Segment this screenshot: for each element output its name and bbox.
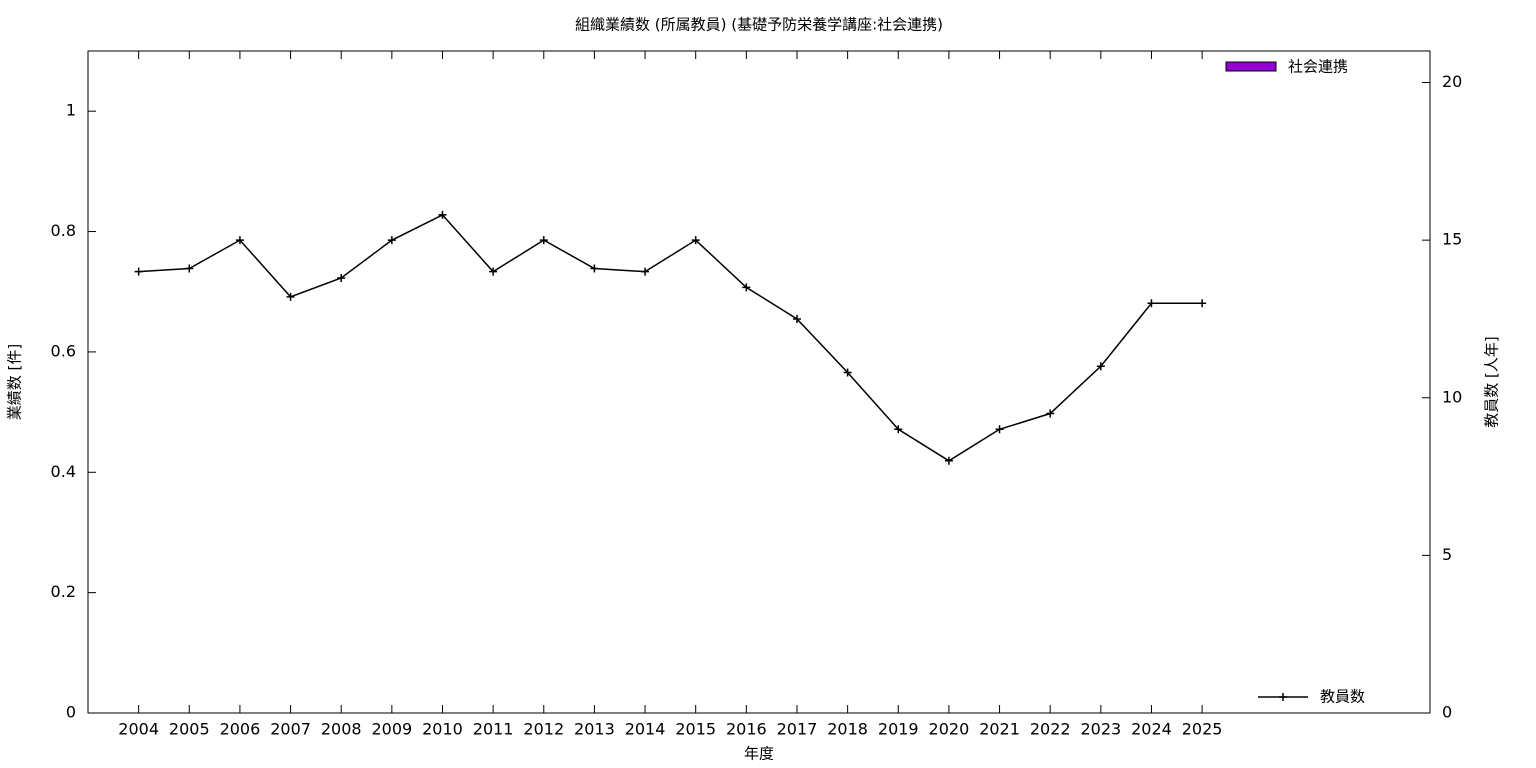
- x-tick-label: 2015: [675, 720, 716, 739]
- point-marker: [792, 314, 801, 323]
- point-marker: [185, 264, 194, 273]
- y-tick-label: 0.2: [51, 582, 76, 601]
- y2-tick-label: 20: [1442, 72, 1462, 91]
- x-axis-label: 年度: [744, 745, 774, 763]
- x-tick-label: 2006: [220, 720, 261, 739]
- y2-tick-label: 15: [1442, 230, 1462, 249]
- x-tick-label: 2017: [777, 720, 818, 739]
- x-tick-label: 2013: [574, 720, 615, 739]
- point-marker: [691, 236, 700, 245]
- point-marker: [438, 210, 447, 219]
- point-marker: [539, 236, 548, 245]
- x-tick-label: 2004: [118, 720, 159, 739]
- point-marker: [995, 425, 1004, 434]
- point-marker: [1096, 362, 1105, 371]
- y-tick-label: 1: [66, 101, 76, 120]
- point-marker: [894, 425, 903, 434]
- legend-marker: [1279, 693, 1287, 701]
- line: [138, 213, 1203, 462]
- x-tick-label: 2008: [321, 720, 362, 739]
- x-tick-label: 2019: [878, 720, 919, 739]
- point-marker: [590, 264, 599, 273]
- y-tick-label: 0.6: [51, 341, 76, 360]
- point-marker: [235, 236, 244, 245]
- y2-tick-label: 0: [1442, 703, 1452, 722]
- legend-label: 教員数: [1320, 688, 1365, 706]
- y-tick-label: 0: [66, 703, 76, 722]
- point-marker: [286, 292, 295, 301]
- point-marker: [843, 368, 852, 377]
- y-axis-label: 業績数 [件]: [6, 344, 24, 420]
- x-tick-label: 2025: [1182, 720, 1223, 739]
- legend-swatch: [1225, 61, 1277, 72]
- x-tick-label: 2014: [625, 720, 666, 739]
- point-marker: [387, 236, 396, 245]
- point-marker: [1198, 299, 1207, 308]
- x-tick-label: 2007: [270, 720, 311, 739]
- y2-tick-label: 10: [1442, 387, 1462, 406]
- x-tick-label: 2022: [1030, 720, 1071, 739]
- point-marker: [134, 267, 143, 276]
- point-marker: [1046, 409, 1055, 418]
- x-tick-label: 2018: [827, 720, 868, 739]
- y-tick-label: 0.4: [51, 462, 76, 481]
- x-tick-label: 2023: [1080, 720, 1121, 739]
- x-tick-label: 2011: [473, 720, 514, 739]
- y-tick-label: 0.8: [51, 221, 76, 240]
- x-tick-label: 2021: [979, 720, 1020, 739]
- point-marker: [489, 267, 498, 276]
- point-marker: [944, 456, 953, 465]
- x-tick-label: 2009: [371, 720, 412, 739]
- point-marker: [641, 267, 650, 276]
- x-tick-label: 2024: [1131, 720, 1172, 739]
- x-tick-label: 2020: [929, 720, 970, 739]
- point-marker: [337, 273, 346, 282]
- x-tick-label: 2005: [169, 720, 210, 739]
- x-tick-label: 2016: [726, 720, 767, 739]
- plot-frame: [87, 50, 1431, 714]
- point-marker: [742, 283, 751, 292]
- y2-axis-label: 教員数 [人年]: [1483, 336, 1501, 427]
- y2-tick-label: 5: [1442, 545, 1452, 564]
- chart-title: 組織業績数 (所属教員) (基礎予防栄養学講座:社会連携): [575, 16, 943, 34]
- point-marker: [1147, 299, 1156, 308]
- legend-label: 社会連携: [1288, 58, 1348, 76]
- x-tick-label: 2012: [523, 720, 564, 739]
- x-tick-label: 2010: [422, 720, 463, 739]
